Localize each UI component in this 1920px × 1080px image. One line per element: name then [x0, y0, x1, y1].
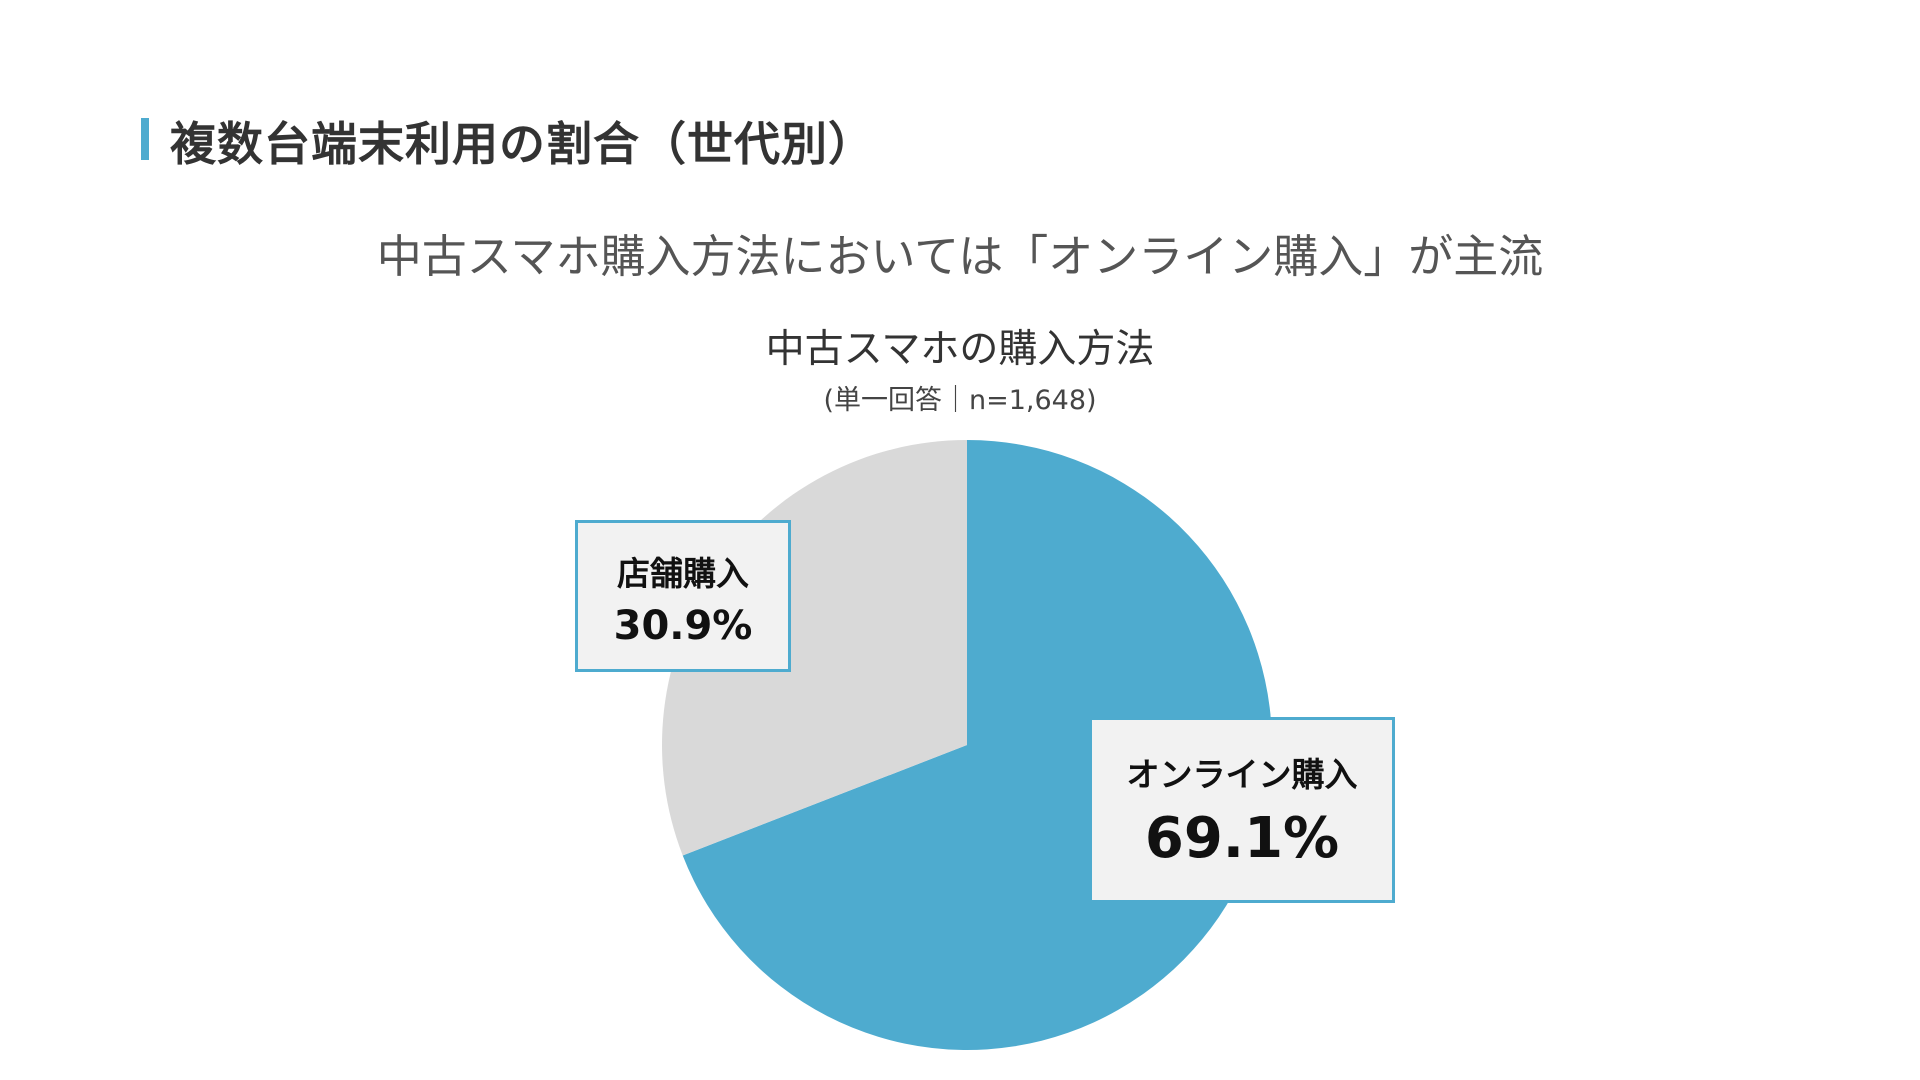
callout-store-value: 30.9% [613, 603, 753, 649]
slide-headline: 中古スマホ購入方法においては「オンライン購入」が主流 [376, 230, 1544, 283]
callout-online-label: オンライン購入 [1126, 755, 1358, 794]
callout-store-purchase: 店舗購入 30.9% [575, 520, 791, 672]
chart-subtitle: (単一回答｜n=1,648) [823, 385, 1097, 416]
slide-title: 複数台端末利用の割合（世代別） [170, 117, 875, 171]
callout-online-value: 69.1% [1144, 806, 1340, 871]
title-accent-bar [141, 118, 149, 160]
callout-store-label: 店舗購入 [617, 554, 749, 593]
chart-title: 中古スマホの購入方法 [765, 327, 1155, 372]
callout-online-purchase: オンライン購入 69.1% [1089, 717, 1395, 903]
